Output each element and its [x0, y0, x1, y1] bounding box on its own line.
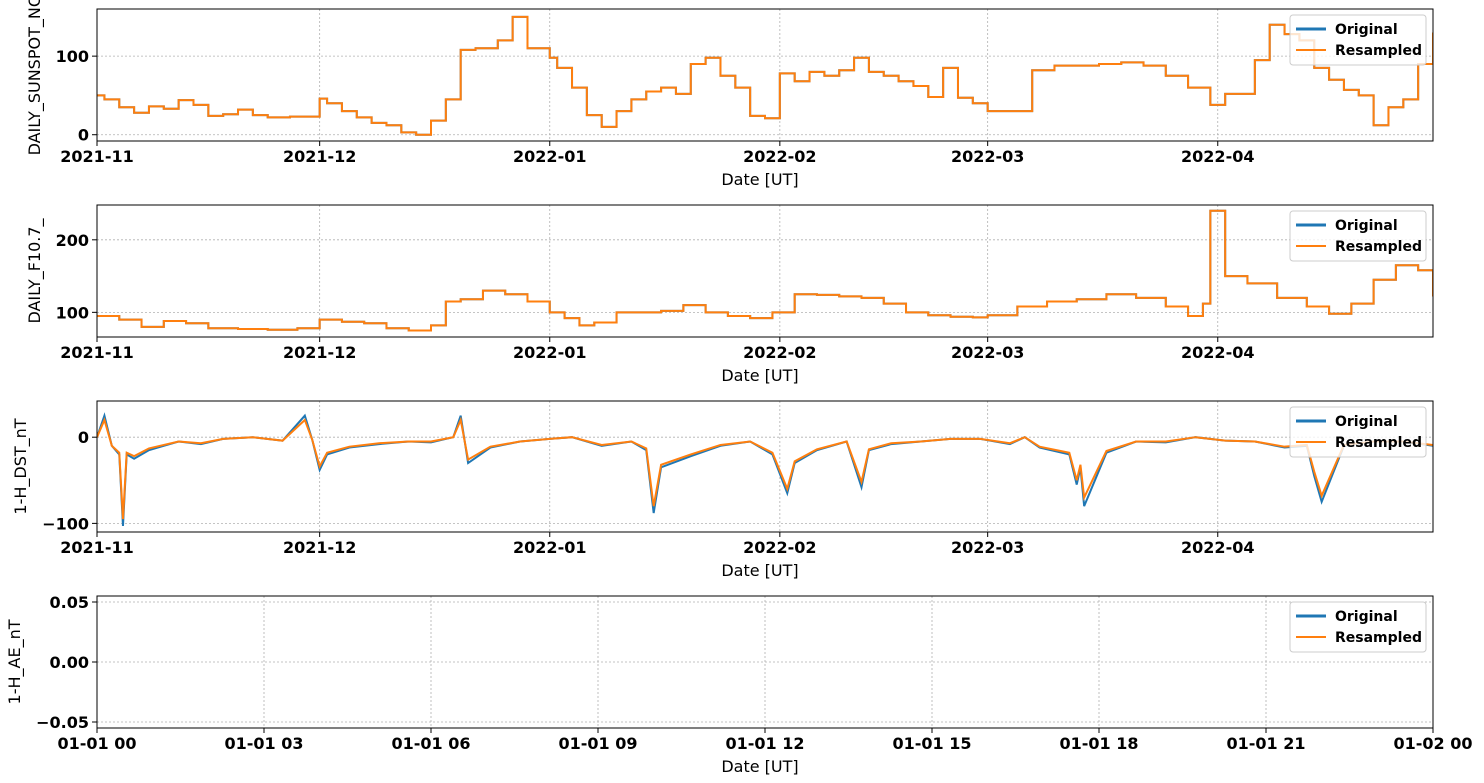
- y-axis-label: 1-H_AE_nT: [5, 619, 25, 704]
- x-tick-label: 2021-12: [283, 538, 356, 557]
- y-tick-label: 100: [56, 47, 89, 66]
- panel-1: 2021-11 2021-12 2022-01 2022-02 2022-03 2022-…: [25, 0, 1434, 189]
- y-tick-label: 0.00: [50, 653, 89, 672]
- x-axis-label: Date [UT]: [721, 561, 798, 580]
- x-tick-label: 2021-11: [60, 147, 133, 166]
- y-tick-label: 0.05: [50, 593, 89, 612]
- legend-label: Resampled: [1335, 630, 1422, 646]
- panel-2: 2021-11 2021-12 2022-01 2022-02 2022-03 2022-…: [25, 204, 1434, 385]
- y-axis-label: DAILY_SUNSPOT_NO: [25, 0, 45, 155]
- legend: Original Resampled: [1289, 406, 1427, 458]
- x-tick-label: 2022-03: [951, 147, 1024, 166]
- y-tick-label: 0: [78, 428, 89, 447]
- x-tick-label: 2021-12: [283, 343, 356, 362]
- x-tick-label: 2022-02: [743, 147, 816, 166]
- y-tick-label: 200: [56, 231, 89, 250]
- x-axis-label: Date [UT]: [721, 366, 798, 385]
- legend-label: Original: [1335, 218, 1398, 234]
- x-tick-label: 01-01 15: [892, 734, 971, 753]
- y-tick-label: 100: [56, 303, 89, 322]
- y-axis-label: DAILY_F10.7_: [25, 217, 45, 323]
- legend-label: Original: [1335, 22, 1398, 38]
- legend: Original Resampled: [1289, 210, 1427, 262]
- plot-frame: [96, 400, 1434, 533]
- y-tick-label: −0.05: [36, 713, 89, 732]
- x-tick-label: 2022-02: [743, 538, 816, 557]
- x-tick-label: 01-01 06: [391, 734, 470, 753]
- legend-label: Resampled: [1335, 435, 1422, 451]
- x-tick-label: 2022-04: [1181, 538, 1254, 557]
- plot-frame: [96, 8, 1434, 142]
- x-tick-label: 2021-12: [283, 147, 356, 166]
- x-tick-label: 2021-11: [60, 343, 133, 362]
- x-tick-label: 2022-01: [513, 538, 586, 557]
- legend-label: Resampled: [1335, 43, 1422, 59]
- x-tick-label: 01-01 00: [57, 734, 136, 753]
- x-tick-label: 2022-03: [951, 343, 1024, 362]
- legend-label: Resampled: [1335, 239, 1422, 255]
- x-tick-label: 2022-02: [743, 343, 816, 362]
- x-tick-label: 2022-01: [513, 343, 586, 362]
- x-tick-label: 01-01 09: [558, 734, 637, 753]
- y-tick-label: 0: [78, 126, 89, 145]
- legend-label: Original: [1335, 609, 1398, 625]
- legend-label: Original: [1335, 414, 1398, 430]
- x-axis-label: Date [UT]: [721, 170, 798, 189]
- x-tick-label: 01-01 21: [1226, 734, 1305, 753]
- panel-4: 01-01 00 01-01 03 01-01 06 01-01 09 01-01 12…: [5, 593, 1473, 776]
- y-tick-label: −100: [42, 514, 89, 533]
- plot-frame: [96, 204, 1434, 338]
- x-tick-label: 2022-01: [513, 147, 586, 166]
- x-tick-label: 01-01 12: [725, 734, 804, 753]
- y-axis-label: 1-H_DST_nT: [11, 418, 31, 514]
- series-line-resampled: [97, 416, 1433, 520]
- panel-3: 2021-11 2021-12 2022-01 2022-02 2022-03 2022-…: [11, 400, 1434, 580]
- x-tick-label: 2022-03: [951, 538, 1024, 557]
- series-line-original: [97, 412, 1433, 527]
- x-tick-label: 01-01 03: [224, 734, 303, 753]
- series-line-resampled: [97, 15, 1433, 136]
- x-tick-label: 01-02 00: [1393, 734, 1472, 753]
- series-line-resampled: [97, 209, 1433, 332]
- x-tick-label: 2022-04: [1181, 343, 1254, 362]
- x-axis-label: Date [UT]: [721, 757, 798, 776]
- legend: Original Resampled: [1289, 601, 1427, 653]
- x-tick-label: 01-01 18: [1059, 734, 1138, 753]
- x-tick-label: 2022-04: [1181, 147, 1254, 166]
- x-tick-label: 2021-11: [60, 538, 133, 557]
- legend: Original Resampled: [1289, 14, 1427, 66]
